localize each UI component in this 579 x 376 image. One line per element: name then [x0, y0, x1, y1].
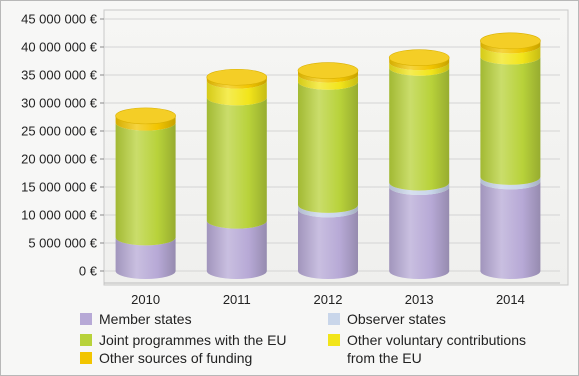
x-tick-label: 2010 — [131, 292, 160, 307]
bar-top-cap-2011 — [206, 68, 268, 86]
bar-group-2012 — [297, 62, 359, 279]
bar-segment-2014-other-voluntary-contributions — [480, 45, 541, 65]
y-tick-label: 0 € — [79, 264, 98, 279]
y-tick-label: 40 000 000 € — [21, 40, 98, 55]
legend-swatch — [328, 313, 340, 325]
legend-label: Joint programmes with the EU — [99, 332, 287, 348]
bar-segment-2012-other-voluntary-contributions — [298, 74, 358, 90]
bar-group-2010 — [115, 107, 176, 279]
bar-top-cap-2010 — [115, 107, 176, 125]
legend-label: Observer states — [347, 311, 446, 327]
y-tick-label: 20 000 000 € — [21, 152, 98, 167]
legend-label: Member states — [99, 311, 192, 327]
y-tick-label: 10 000 000 € — [21, 208, 98, 223]
y-tick-label: 15 000 000 € — [21, 180, 98, 195]
bar-segment-2013-other-voluntary-contributions — [389, 62, 450, 76]
x-tick-label: 2011 — [223, 292, 251, 307]
y-tick-label: 45 000 000 € — [21, 12, 98, 27]
bar-segment-2013-other-sources-of-funding — [389, 57, 450, 71]
legend-swatch — [80, 313, 92, 325]
bar-segment-2014-other-sources-of-funding — [480, 40, 541, 54]
bar-segment-2013-observer-states — [389, 182, 450, 195]
bar-segment-2012-observer-states — [298, 204, 358, 218]
legend-item: Other sources of funding — [80, 350, 252, 366]
bar-segment-2012-other-sources-of-funding — [298, 70, 358, 83]
bar-top-cap-2014 — [480, 32, 541, 50]
y-tick-label: 5 000 000 € — [28, 236, 97, 251]
x-tick-label: 2012 — [314, 292, 343, 307]
y-tick-label: 35 000 000 € — [21, 68, 98, 83]
legend-swatch — [80, 334, 92, 346]
x-tick-label: 2013 — [405, 292, 434, 307]
legend-label: Other sources of funding — [99, 350, 252, 366]
legend-swatch — [328, 334, 340, 346]
bar-segment-2011-joint-programmes-with-the-eu — [206, 97, 267, 229]
bar-segment-2010-other-sources-of-funding — [115, 115, 176, 131]
bar-segment-2012-joint-programmes-with-the-eu — [298, 81, 358, 213]
legend-label: Other voluntary contributions — [347, 332, 526, 348]
bar-segment-2010-joint-programmes-with-the-eu — [115, 122, 176, 246]
bar-segment-2013-joint-programmes-with-the-eu — [389, 67, 450, 191]
x-tick-label: 2014 — [496, 292, 525, 307]
legend-label: from the EU — [347, 350, 422, 366]
bar-segment-2013-member-states — [389, 187, 450, 279]
bar-segment-2011-member-states — [206, 220, 267, 279]
bar-segment-2012-member-states — [298, 209, 358, 279]
bar-segment-2014-observer-states — [480, 176, 541, 190]
y-tick-label: 30 000 000 € — [21, 96, 98, 111]
bar-group-2011 — [206, 68, 268, 279]
bar-segment-2011-other-sources-of-funding — [206, 77, 267, 89]
legend-item: Member states — [80, 311, 192, 327]
legend-swatch — [80, 352, 92, 364]
y-tick-label: 25 000 000 € — [21, 124, 98, 139]
legend-item: Other voluntary contributions from the EU — [328, 332, 526, 366]
bar-segment-2010-member-states — [115, 237, 176, 279]
bar-segment-2014-joint-programmes-with-the-eu — [480, 56, 541, 185]
legend-item: Observer states — [328, 311, 446, 327]
bar-segment-2011-other-voluntary-contributions — [206, 80, 267, 106]
bar-group-2013 — [388, 49, 450, 279]
bar-top-cap-2013 — [388, 49, 450, 66]
bar-group-2014 — [480, 32, 541, 279]
bar-top-cap-2012 — [297, 62, 359, 79]
legend-item: Joint programmes with the EU — [80, 332, 287, 348]
bar-segment-2014-member-states — [480, 181, 541, 279]
